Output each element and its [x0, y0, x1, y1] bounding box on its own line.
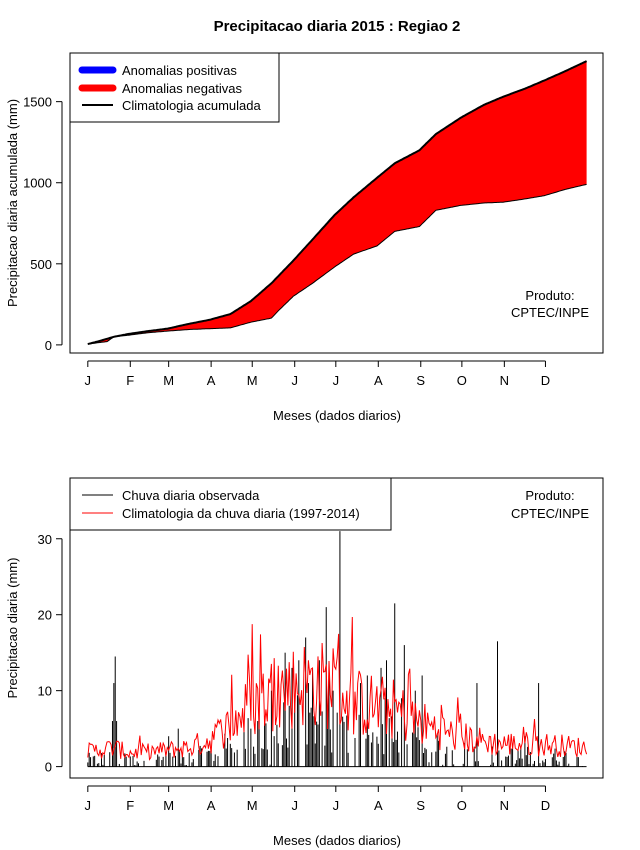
bottom-x-tick-label: A: [374, 798, 383, 813]
top-y-tick-label: 1500: [23, 95, 52, 110]
bottom-y-tick-label: 30: [38, 532, 52, 547]
bottom-x-tick-label: J: [85, 798, 92, 813]
bottom-x-tick-label: N: [500, 798, 509, 813]
bottom-y-axis: 0 10 20 30: [38, 532, 63, 775]
bottom-x-tick-label: S: [416, 798, 425, 813]
top-legend: Anomalias positivas Anomalias negativas …: [69, 52, 280, 123]
top-annotation-line1: Produto:: [525, 288, 574, 303]
top-x-tick-label: S: [416, 373, 425, 388]
top-plot-frame: [69, 52, 604, 354]
bottom-x-tick-label: J: [291, 798, 298, 813]
top-y-axis: 0 500 1000 1500: [23, 95, 63, 353]
legend-label-positive: Anomalias positivas: [122, 63, 237, 78]
bottom-y-tick-label: 10: [38, 684, 52, 699]
legend-label-observed: Chuva diaria observada: [122, 488, 260, 503]
top-x-tick-label: N: [500, 373, 509, 388]
top-x-tick-label: O: [457, 373, 467, 388]
top-x-axis-label: Meses (dados diarios): [273, 408, 401, 423]
top-annotation-line2: CPTEC/INPE: [511, 305, 589, 320]
top-x-tick-label: M: [247, 373, 258, 388]
top-x-tick-label: M: [163, 373, 174, 388]
top-x-tick-label: D: [541, 373, 550, 388]
bottom-y-tick-label: 0: [45, 760, 52, 775]
legend-label-negative: Anomalias negativas: [122, 81, 242, 96]
bottom-x-tick-label: D: [541, 798, 550, 813]
bottom-x-tick-label: M: [247, 798, 258, 813]
legend-label-climatology: Climatologia acumulada: [122, 98, 262, 113]
top-y-tick-label: 0: [45, 338, 52, 353]
bottom-annotation-line2: CPTEC/INPE: [511, 506, 589, 521]
top-x-tick-label: A: [207, 373, 216, 388]
bottom-legend: Chuva diaria observada Climatologia da c…: [69, 477, 392, 531]
top-x-tick-label: J: [85, 373, 92, 388]
chart-title: Precipitacao diaria 2015 : Regiao 2: [214, 18, 461, 35]
negative-anomaly-area: [87, 61, 587, 345]
top-y-axis-label: Precipitacao diaria acumulada (mm): [5, 99, 20, 307]
bottom-plot-marks: [87, 531, 588, 768]
bottom-x-tick-label: A: [207, 798, 216, 813]
bottom-y-axis-label: Precipitacao diaria (mm): [5, 558, 20, 699]
bottom-y-tick-label: 20: [38, 608, 52, 623]
top-x-tick-label: J: [291, 373, 298, 388]
observed-accumulated-line: [87, 183, 587, 345]
daily-climatology-line: [87, 616, 588, 761]
bottom-x-tick-label: F: [126, 798, 134, 813]
bottom-legend-box: [69, 477, 392, 531]
bottom-x-tick-label: O: [457, 798, 467, 813]
bottom-x-axis-label: Meses (dados diarios): [273, 833, 401, 848]
top-y-tick-label: 500: [30, 257, 52, 272]
bottom-annotation-line1: Produto:: [525, 488, 574, 503]
bottom-x-tick-label: M: [163, 798, 174, 813]
top-plot-marks: [87, 60, 588, 346]
top-y-tick-label: 1000: [23, 176, 52, 191]
climatology-accumulated-line: [87, 60, 588, 346]
top-x-tick-label: J: [333, 373, 340, 388]
top-x-tick-label: F: [126, 373, 134, 388]
legend-label-daily-climatology: Climatologia da chuva diaria (1997-2014): [122, 506, 360, 521]
bottom-x-tick-label: J: [333, 798, 340, 813]
top-x-tick-label: A: [374, 373, 383, 388]
